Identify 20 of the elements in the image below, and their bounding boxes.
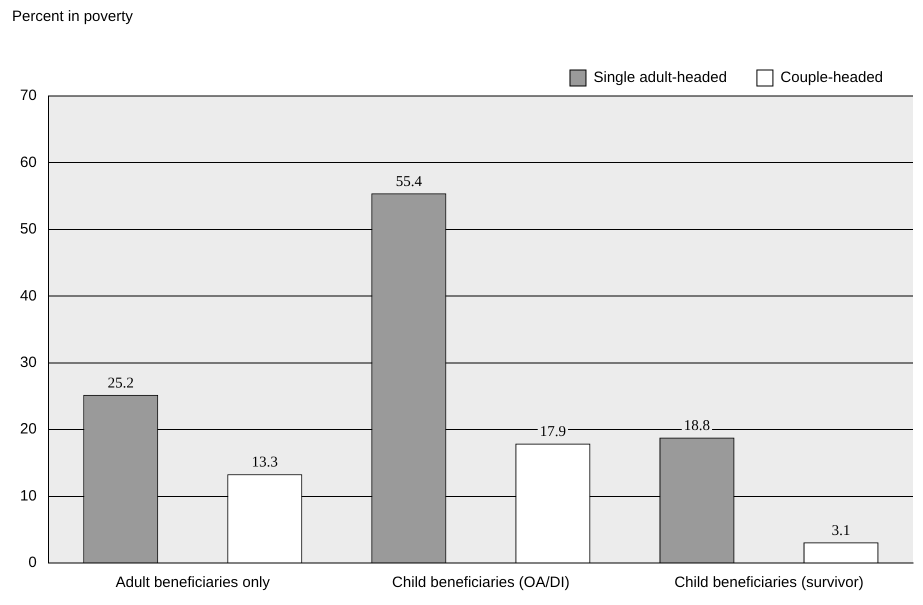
data-label: 25.2 <box>108 375 134 392</box>
legend-label: Couple-headed <box>780 69 884 86</box>
data-label: 55.4 <box>396 174 422 190</box>
x-tick-label: Child beneficiaries (survivor) <box>674 574 864 592</box>
y-tick-label: 20 <box>20 420 37 438</box>
x-tick-label: Child beneficiaries (OA/DI) <box>392 574 570 592</box>
y-tick-label: 50 <box>20 220 37 238</box>
y-tick-label: 0 <box>28 554 37 572</box>
data-label: 3.1 <box>832 522 850 539</box>
y-axis-title: Percent in poverty <box>11 8 134 27</box>
data-label: 13.3 <box>252 454 278 471</box>
data-label: 17.9 <box>540 424 566 440</box>
x-tick-label: Adult beneficiaries only <box>116 574 270 592</box>
y-tick-label: 40 <box>20 287 37 304</box>
legend-label: Single adult-headed <box>593 69 727 86</box>
y-tick-label: 70 <box>20 87 37 104</box>
y-tick-label: 60 <box>20 154 37 171</box>
data-label: 18.8 <box>684 418 710 434</box>
y-tick-label: 30 <box>20 354 37 371</box>
y-tick-label: 10 <box>20 487 37 504</box>
